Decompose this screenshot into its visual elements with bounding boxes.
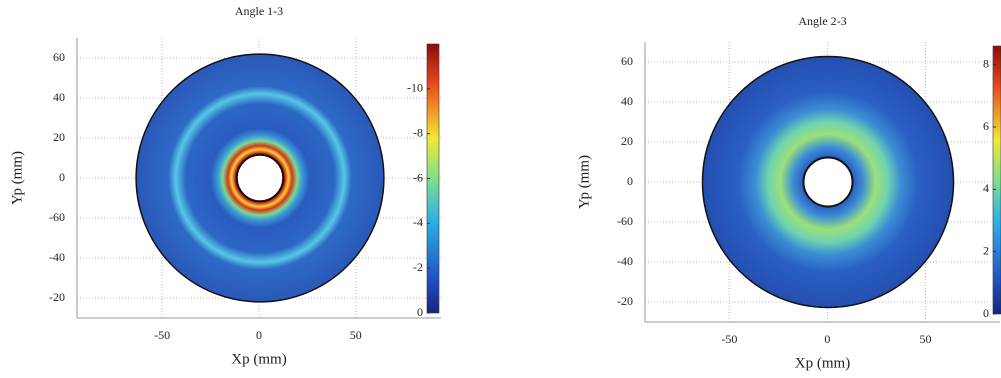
x-tick-label: -50 — [154, 328, 170, 342]
y-tick-label: 40 — [621, 94, 633, 108]
y-axis-label: Yp (mm) — [576, 155, 592, 209]
chart-title: Angle 2-3 — [798, 14, 846, 28]
colorbar-tick-label: -2 — [413, 260, 423, 274]
y-tick-label: -20 — [49, 290, 65, 304]
x-tick-label: -50 — [721, 332, 737, 346]
colorbar-tick-label: -4 — [413, 215, 423, 229]
colorbar-tick-label: 4 — [983, 181, 989, 195]
y-tick-label: -20 — [617, 294, 633, 308]
colorbar-tick-label: -6 — [413, 170, 423, 184]
colorbar-tick-label: 0 — [417, 305, 423, 319]
x-axis-label: Xp (mm) — [795, 355, 850, 371]
y-tick-label: -40 — [49, 250, 65, 264]
y-tick-label: -60 — [617, 214, 633, 228]
x-tick-label: 50 — [350, 328, 362, 342]
y-axis-label: Yp (mm) — [9, 151, 25, 205]
y-tick-label: -60 — [49, 210, 65, 224]
colorbar-tick-label: -10 — [407, 81, 423, 95]
colorbar-tick-label: 0 — [983, 306, 989, 320]
y-tick-label: 40 — [53, 90, 65, 104]
y-tick-label: -40 — [617, 254, 633, 268]
y-tick-label: 60 — [621, 54, 633, 68]
colorbar-tick-label: -8 — [413, 125, 423, 139]
x-tick-label: 0 — [256, 328, 262, 342]
y-tick-label: 0 — [627, 174, 633, 188]
colorbar — [992, 45, 1001, 315]
x-tick-label: 50 — [919, 332, 931, 346]
x-axis-label: Xp (mm) — [231, 351, 286, 367]
y-tick-label: 0 — [59, 170, 65, 184]
y-tick-label: 20 — [621, 134, 633, 148]
inner-hole — [802, 156, 854, 208]
x-tick-label: 0 — [824, 332, 830, 346]
colorbar-tick-label: 6 — [983, 119, 989, 133]
inner-hole — [235, 153, 285, 203]
colorbar-tick-label: 2 — [983, 243, 989, 257]
y-tick-label: 20 — [53, 130, 65, 144]
y-tick-label: 60 — [53, 50, 65, 64]
colorbar-tick-label: 8 — [983, 56, 989, 70]
chart-title: Angle 1-3 — [235, 4, 283, 18]
